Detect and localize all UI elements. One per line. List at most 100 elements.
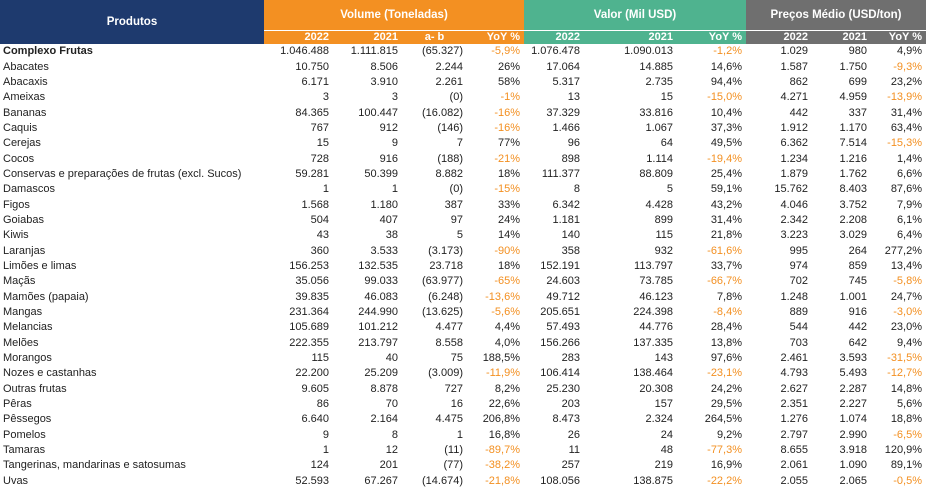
cell-volume-2022: 10.750 <box>295 60 329 73</box>
cell-preco-2022: 2.342 <box>780 213 809 226</box>
cell-produto: Tamaras <box>3 444 46 457</box>
cell-volume-diff: (11) <box>444 444 463 457</box>
cell-valor-2021: 2.735 <box>645 75 673 88</box>
table-row: Damascos 1 1 (0) -15% 8 5 59,1% 15.762 8.403 87,6% <box>0 182 926 197</box>
cell-volume-2022: 156.253 <box>289 259 329 272</box>
table-row: Cocos 728 916 (188) -21% 898 1.114 -19,4% 1.234 1… <box>0 151 926 166</box>
cell-valor-yoy: 16,9% <box>710 459 743 472</box>
cell-volume-diff: (0) <box>449 91 463 104</box>
cell-preco-2021: 1.762 <box>839 167 868 180</box>
cell-volume-2021: 1.111.815 <box>350 45 398 58</box>
cell-valor-yoy: 10,4% <box>710 106 743 119</box>
cell-volume-2021: 407 <box>379 213 398 226</box>
cell-volume-diff: 387 <box>444 198 463 211</box>
table-row: Limões e limas 156.253 132.535 23.718 18% 152… <box>0 259 926 274</box>
cell-preco-2022: 1.029 <box>780 45 809 58</box>
cell-volume-diff: 8.558 <box>435 336 463 349</box>
cell-volume-diff: 727 <box>444 382 463 395</box>
cell-valor-yoy: 21,8% <box>710 229 743 242</box>
cell-volume-2021: 3 <box>391 91 398 104</box>
table-row: Mangas 231.364 244.990 (13.625) -5,6% 205.651… <box>0 305 926 320</box>
cell-valor-2022: 205.651 <box>540 306 580 319</box>
table-header: Produtos Volume (Toneladas) Valor (Mil U… <box>0 0 926 44</box>
cell-preco-2021: 3.029 <box>839 229 868 242</box>
table-row: Pomelos 9 8 1 16,8% 26 24 9,2% 2.797 2.990 -6,5% <box>0 428 926 443</box>
cell-volume-yoy: -90% <box>494 244 520 257</box>
cell-preco-2022: 442 <box>789 106 809 119</box>
cell-preco-2021: 3.593 <box>839 352 868 365</box>
table-row: Ameixas 3 3 (0) -1% 13 15 -15,0% 4.271 4.959 -13,9… <box>0 90 926 105</box>
cell-volume-2022: 84.365 <box>295 106 329 119</box>
subheader-precos-yoy: YoY % <box>871 30 926 44</box>
cell-volume-yoy: 4,0% <box>494 336 520 349</box>
cell-volume-2022: 86 <box>316 398 329 411</box>
cell-volume-2022: 115 <box>311 352 329 365</box>
cell-produto: Pêras <box>3 398 32 411</box>
cell-volume-2021: 244.990 <box>358 306 398 319</box>
cell-volume-yoy: 24% <box>497 213 520 226</box>
cell-volume-2022: 504 <box>310 213 329 226</box>
cell-valor-2021: 4.428 <box>645 198 673 211</box>
cell-preco-2022: 1.587 <box>780 60 809 73</box>
cell-valor-yoy: -77,3% <box>707 444 743 457</box>
cell-volume-2021: 2.164 <box>370 413 398 426</box>
cell-volume-diff: 23.718 <box>429 259 463 272</box>
cell-preco-yoy: 1,4% <box>896 152 923 165</box>
cell-preco-2022: 703 <box>789 336 809 349</box>
cell-produto: Abacaxis <box>3 75 48 88</box>
cell-valor-2022: 57.493 <box>546 321 580 334</box>
cell-preco-2022: 1.879 <box>780 167 809 180</box>
cell-preco-yoy: 6,1% <box>896 213 923 226</box>
cell-valor-2021: 143 <box>654 352 673 365</box>
cell-preco-2022: 2.797 <box>780 428 809 441</box>
cell-valor-2022: 140 <box>561 229 580 242</box>
cell-produto: Melancias <box>3 321 53 334</box>
cell-volume-yoy: -89,7% <box>485 444 520 457</box>
cell-valor-yoy: -61,6% <box>707 244 743 257</box>
cell-volume-yoy: 18% <box>497 167 520 180</box>
cell-volume-2021: 38 <box>385 229 398 242</box>
cell-preco-2021: 442 <box>848 321 868 334</box>
subheader-volume-2022: 2022 <box>264 30 333 44</box>
header-precos: Preços Médio (USD/ton) <box>746 0 926 31</box>
cell-valor-yoy: 49,5% <box>710 137 743 150</box>
cell-valor-yoy: 24,2% <box>710 382 743 395</box>
cell-volume-2022: 767 <box>310 121 329 134</box>
table-row: Maçãs 35.056 99.033 (63.977) -65% 24.603 73.78… <box>0 274 926 289</box>
cell-valor-2022: 13 <box>567 91 580 104</box>
subheader-precos-2022: 2022 <box>746 30 813 44</box>
cell-valor-2021: 2.324 <box>645 413 673 426</box>
cell-volume-2022: 222.355 <box>289 336 329 349</box>
cell-volume-yoy: -11,9% <box>485 367 520 380</box>
cell-volume-2022: 9 <box>322 428 329 441</box>
cell-preco-yoy: 14,8% <box>890 382 923 395</box>
cell-preco-yoy: -0,5% <box>893 474 923 487</box>
cell-valor-2022: 96 <box>567 137 580 150</box>
cell-produto: Ameixas <box>3 91 46 104</box>
cell-valor-yoy: 29,5% <box>710 398 743 411</box>
cell-volume-2021: 40 <box>385 352 398 365</box>
cell-valor-yoy: -66,7% <box>707 275 743 288</box>
cell-valor-yoy: 28,4% <box>710 321 743 334</box>
cell-volume-diff: (77) <box>443 459 463 472</box>
cell-volume-yoy: 58% <box>497 75 520 88</box>
table-row: Laranjas 360 3.533 (3.173) -90% 358 932 -61,6% 9… <box>0 243 926 258</box>
cell-valor-yoy: 97,6% <box>710 352 743 365</box>
cell-valor-2022: 152.191 <box>540 259 580 272</box>
cell-preco-yoy: 6,6% <box>896 167 923 180</box>
cell-valor-2021: 899 <box>654 213 673 226</box>
cell-volume-yoy: 18% <box>497 259 520 272</box>
cell-volume-diff: 75 <box>450 352 463 365</box>
cell-valor-2022: 106.414 <box>540 367 580 380</box>
cell-produto: Mamões (papaia) <box>3 290 89 303</box>
cell-volume-diff: 16 <box>450 398 463 411</box>
cell-volume-2021: 916 <box>379 152 398 165</box>
cell-volume-yoy: -38,2% <box>485 459 520 472</box>
cell-valor-2022: 358 <box>561 244 580 257</box>
table-row: Mamões (papaia) 39.835 46.083 (6.248) -13,6%… <box>0 290 926 305</box>
subheader-volume-2021: 2021 <box>333 30 402 44</box>
cell-valor-yoy: -1,2% <box>713 45 743 58</box>
cell-produto: Bananas <box>3 106 47 119</box>
cell-volume-2022: 39.835 <box>295 290 329 303</box>
cell-preco-2022: 862 <box>789 75 809 88</box>
